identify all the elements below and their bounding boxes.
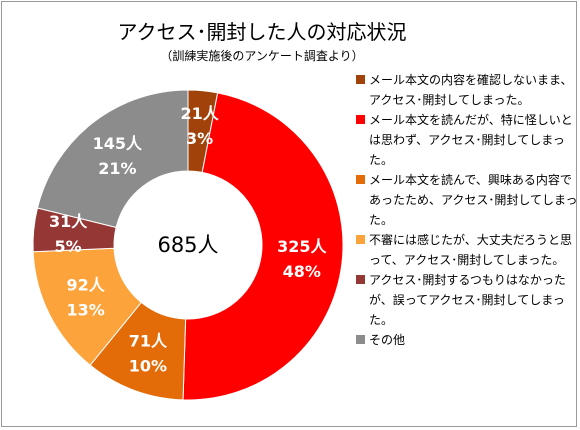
legend-item-3: 不審には感じたが、大丈夫だろうと思って、アクセス･開封してしまった。 [356,230,578,270]
legend-swatch-3 [356,235,365,244]
slice-percent-label-2: 10% [129,356,167,375]
chart-title: アクセス･開封した人の対応状況 [117,20,407,44]
slice-count-label-1: 325人 [277,237,327,256]
slice-percent-label-3: 13% [67,300,105,319]
legend-label-2: メール本文を読んで、興味ある内容であったため、アクセス･開封してしまった。 [369,173,578,227]
slice-percent-label-5: 21% [98,159,136,178]
center-total-label: 685人 [157,233,218,257]
legend-swatch-0 [356,75,365,84]
slice-count-label-3: 92人 [67,275,106,294]
legend-label-3: 不審には感じたが、大丈夫だろうと思って、アクセス･開封してしまった。 [369,233,573,267]
legend-swatch-5 [356,335,365,344]
legend-item-1: メール本文を読んだが、特に怪しいとは思わず、アクセス･開封してしまった。 [356,110,578,170]
legend-item-4: アクセス･開封するつもりはなかったが、誤ってアクセス･開封してしまった。 [356,270,578,330]
slice-percent-label-1: 48% [283,262,321,281]
legend-label-1: メール本文を読んだが、特に怪しいとは思わず、アクセス･開封してしまった。 [369,113,573,167]
legend-label-4: アクセス･開封するつもりはなかったが、誤ってアクセス･開封してしまった。 [369,273,566,327]
legend: メール本文の内容を確認しないまま、アクセス･開封してしまった。メール本文を読んだ… [356,70,578,350]
legend-item-2: メール本文を読んで、興味ある内容であったため、アクセス･開封してしまった。 [356,170,578,230]
pie-slice-5 [36,89,189,228]
legend-item-5: その他 [356,330,578,350]
legend-label-5: その他 [369,333,406,347]
legend-swatch-4 [356,275,365,284]
slice-count-label-4: 31人 [49,212,88,231]
chart-subtitle: （訓練実施後のアンケート調査より） [160,49,364,63]
slice-count-label-2: 71人 [129,331,168,350]
legend-swatch-2 [356,175,365,184]
legend-item-0: メール本文の内容を確認しないまま、アクセス･開封してしまった。 [356,70,578,110]
slice-percent-label-0: 3% [186,129,213,148]
legend-swatch-1 [356,115,365,124]
legend-label-0: メール本文の内容を確認しないまま、アクセス･開封してしまった。 [369,73,573,107]
slice-count-label-0: 21人 [180,104,219,123]
pie-slice-1 [182,92,344,401]
slice-count-label-5: 145人 [93,134,143,153]
slice-percent-label-4: 5% [54,237,81,256]
